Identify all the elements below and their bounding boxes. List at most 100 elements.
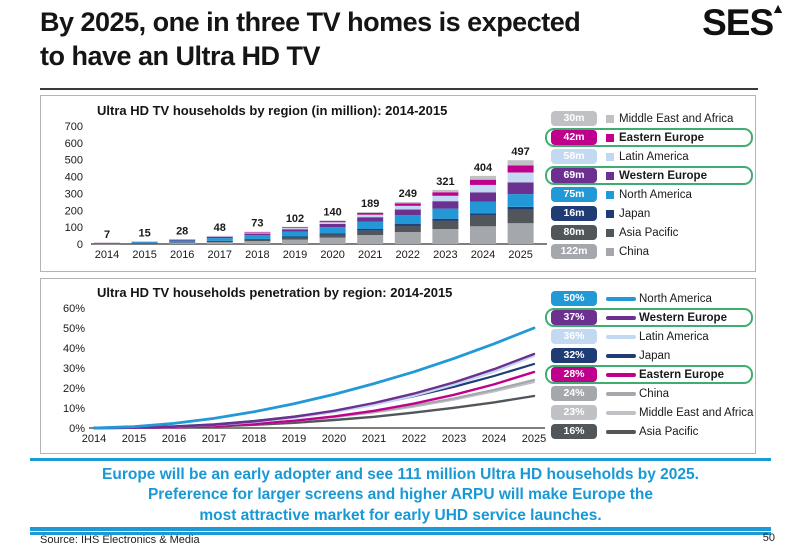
bar-segment [470,175,496,180]
bar-segment [244,232,271,234]
legend-label: Middle East and Africa [639,406,754,419]
legend-row: 122m China [545,242,753,261]
x-tick-label: 2017 [208,249,232,261]
x-tick-label: 2021 [358,249,382,261]
legend-label: Western Europe [639,311,727,324]
bar-segment [357,212,384,215]
legend-row: 28% Eastern Europe [545,365,753,384]
bar-total-label: 497 [511,146,529,158]
y-tick-label: 30% [63,363,85,375]
legend-row: 30m Middle East and Africa [545,109,753,128]
legend-value-badge: 58m [551,149,597,164]
legend-row: 50% North America [545,289,753,308]
bar-segment [282,228,308,230]
bar-total-label: 321 [436,176,454,188]
legend-label: Middle East and Africa [619,112,734,125]
bar-segment [507,206,534,210]
legend-label: Latin America [619,150,689,163]
legend-value-badge: 36% [551,329,597,344]
bar-segment [470,213,496,216]
bar-segment [507,194,534,207]
bar-segment [394,202,421,204]
bar-chart-svg: 0 100 200 300 400 500 600 700 7 2014 15 2015 28 2016 4… [65,121,547,261]
x-tick-label: 2022 [396,249,420,261]
bar-segment [394,203,421,206]
bar-total-label: 189 [361,198,379,210]
x-tick-label: 2021 [362,433,386,445]
x-tick-label: 2015 [132,249,156,261]
y-tick-label: 40% [63,343,85,355]
page-title-line1: By 2025, one in three TV homes is expect… [40,7,581,37]
line-chart-svg: 0% 10% 20% 30% 40% 50% 60% 2014 2015 2016 2017 2018… [63,303,546,445]
line-chart-legend: 50% North America 37% Western Europe 36% Lati… [545,289,753,441]
bar-segment [282,236,308,238]
legend-value-badge: 50% [551,291,597,306]
line-chart-title: Ultra HD TV households penetration by re… [97,285,453,300]
bar-segment [470,184,496,193]
y-tick-label: 400 [65,172,83,184]
x-tick-label: 2015 [122,433,146,445]
y-tick-label: 20% [63,383,85,395]
bar-segment [319,220,346,222]
bar-segment [282,239,308,244]
legend-value-badge: 80m [551,225,597,240]
ses-logo-text: SES [702,2,774,43]
bar-segment [357,230,384,236]
bar-segment [319,223,346,228]
message-line-2: Preference for larger screens and higher… [147,486,654,504]
page-title: By 2025, one in three TV homes is expect… [40,6,581,74]
x-tick-label: 2020 [322,433,346,445]
bar-segment [470,192,496,202]
bar-segment [394,224,421,226]
bar-segment [206,238,233,241]
bar-chart-legend: 30m Middle East and Africa 42m Eastern Euro… [545,109,753,261]
legend-row: 23% Middle East and Africa [545,403,753,422]
legend-value-badge: 122m [551,244,597,259]
y-tick-label: 10% [63,403,85,415]
legend-row: 37% Western Europe [545,308,753,327]
y-tick-label: 300 [65,188,83,200]
bar-segment [507,165,534,173]
legend-label: Latin America [639,330,709,343]
legend-line-swatch [606,353,636,358]
trend-line [92,326,536,430]
y-tick-label: 50% [63,323,85,335]
x-tick-label: 2020 [320,249,344,261]
bar-segment [432,218,459,221]
legend-value-badge: 23% [551,405,597,420]
x-tick-label: 2016 [170,249,194,261]
bar-total-label: 48 [214,222,226,234]
bar-total-label: 404 [474,162,493,174]
bar-segment [244,238,271,240]
bar-segment [357,217,384,222]
legend-row: 24% China [545,384,753,403]
bar-segment [432,189,459,193]
bar-segment [319,222,346,224]
x-tick-label: 2019 [282,433,306,445]
bar-segment [357,214,384,218]
chart-panel-households: Ultra HD TV households by region (in mil… [40,95,756,272]
legend-row: 80m Asia Pacific [545,223,753,242]
bar-segment [394,225,421,233]
ses-logo: SES▲ [702,0,786,44]
legend-label: China [619,245,650,258]
legend-label: Eastern Europe [619,131,704,144]
legend-label: Asia Pacific [619,226,679,239]
bar-segment [394,209,421,216]
bar-segment [470,201,496,214]
message-box: Europe will be an early adopter and see … [30,458,771,536]
x-tick-label: 2022 [402,433,426,445]
bar-chart-title: Ultra HD TV households by region (in mil… [97,103,448,118]
bar-segment [169,240,196,243]
legend-color-swatch [606,152,614,161]
x-tick-label: 2019 [283,249,307,261]
bar-segment [357,212,384,213]
legend-label: Eastern Europe [639,368,724,381]
bar-segment [244,232,271,233]
x-tick-label: 2016 [162,433,186,445]
bar-segment [357,221,384,229]
bar-segment [319,234,346,238]
bar-total-label: 28 [176,225,188,237]
legend-label: Japan [619,207,651,220]
y-tick-label: 0% [69,423,85,435]
